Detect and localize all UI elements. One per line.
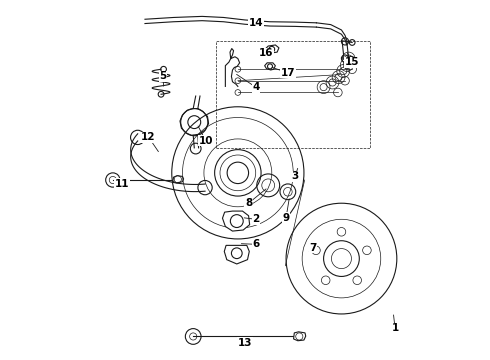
Polygon shape: [265, 45, 279, 53]
Polygon shape: [265, 63, 275, 70]
Text: 5: 5: [159, 71, 167, 81]
Text: 7: 7: [309, 243, 317, 253]
Text: 17: 17: [281, 68, 295, 78]
Text: 16: 16: [259, 48, 274, 58]
Text: 6: 6: [252, 239, 259, 249]
Text: 8: 8: [245, 198, 252, 208]
Text: 1: 1: [392, 323, 399, 333]
Text: 13: 13: [238, 338, 252, 347]
Bar: [217, 41, 370, 148]
Text: 9: 9: [283, 212, 290, 222]
Text: 11: 11: [115, 179, 129, 189]
Text: 2: 2: [252, 214, 259, 224]
Polygon shape: [180, 109, 209, 135]
Polygon shape: [224, 246, 249, 264]
Text: 4: 4: [252, 82, 259, 92]
Text: 12: 12: [141, 132, 156, 142]
Text: 15: 15: [345, 57, 360, 67]
Polygon shape: [173, 176, 184, 183]
Text: 14: 14: [248, 18, 263, 28]
Text: 3: 3: [292, 171, 298, 181]
Polygon shape: [222, 211, 249, 231]
Text: 10: 10: [198, 136, 213, 146]
Polygon shape: [294, 332, 306, 341]
